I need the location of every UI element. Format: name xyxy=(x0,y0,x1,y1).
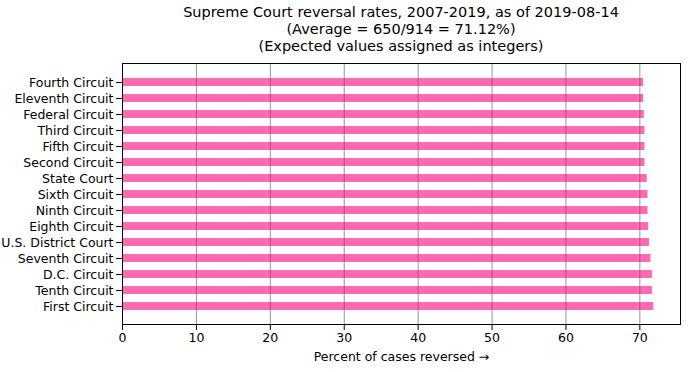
svg-text:Fifth Circuit: Fifth Circuit xyxy=(43,139,114,154)
svg-text:Second Circuit: Second Circuit xyxy=(23,155,113,170)
svg-text:First Circuit: First Circuit xyxy=(43,299,114,314)
svg-text:Fourth Circuit: Fourth Circuit xyxy=(29,75,114,90)
svg-text:30: 30 xyxy=(336,330,352,345)
svg-text:D.C. Circuit: D.C. Circuit xyxy=(43,267,114,282)
svg-text:Eleventh Circuit: Eleventh Circuit xyxy=(14,91,113,106)
svg-text:Eighth Circuit: Eighth Circuit xyxy=(29,219,113,234)
svg-text:20: 20 xyxy=(262,330,278,345)
svg-text:Seventh Circuit: Seventh Circuit xyxy=(18,251,114,266)
svg-text:50: 50 xyxy=(484,330,500,345)
svg-text:0: 0 xyxy=(119,330,127,345)
svg-text:State Court: State Court xyxy=(42,171,113,186)
svg-text:Third Circuit: Third Circuit xyxy=(36,123,113,138)
svg-text:U.S. District Court: U.S. District Court xyxy=(1,235,113,250)
svg-text:60: 60 xyxy=(558,330,574,345)
svg-text:Sixth Circuit: Sixth Circuit xyxy=(38,187,114,202)
svg-text:Ninth Circuit: Ninth Circuit xyxy=(36,203,114,218)
svg-text:Tenth Circuit: Tenth Circuit xyxy=(34,283,113,298)
svg-text:Federal Circuit: Federal Circuit xyxy=(23,107,113,122)
html-text:(Average = 650/914 = 71.12%): (Average = 650/914 = 71.12%) xyxy=(286,21,516,37)
svg-text:Percent of cases reversed →: Percent of cases reversed → xyxy=(314,349,490,364)
svg-text:70: 70 xyxy=(632,330,648,345)
html-text:(Expected values assigned as i: (Expected values assigned as integers) xyxy=(258,38,544,54)
svg-text:10: 10 xyxy=(188,330,204,345)
svg-text:40: 40 xyxy=(410,330,426,345)
html-text:Supreme Court reversal rates,: Supreme Court reversal rates, 2007-2019,… xyxy=(183,4,619,20)
